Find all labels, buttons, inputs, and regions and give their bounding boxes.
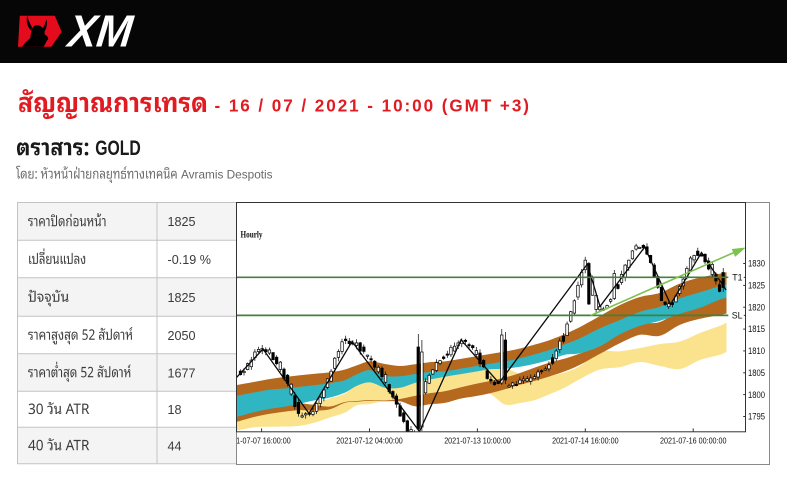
svg-text:1795: 1795	[748, 412, 765, 422]
svg-text:SL: SL	[732, 311, 743, 321]
svg-text:18: 18	[168, 403, 182, 417]
svg-text:2021-07-13 10:00:00: 2021-07-13 10:00:00	[444, 436, 511, 445]
svg-text:1800: 1800	[748, 390, 765, 400]
svg-text:T1: T1	[732, 272, 742, 282]
svg-text:1677: 1677	[168, 366, 196, 380]
svg-text:XM: XM	[63, 7, 137, 57]
svg-text:Hourly: Hourly	[241, 230, 263, 240]
svg-text:2021-07-07 16:00:00: 2021-07-07 16:00:00	[224, 436, 291, 445]
svg-text:1825: 1825	[168, 291, 196, 305]
svg-text:1825: 1825	[748, 281, 765, 291]
svg-text:2021-07-14 16:00:00: 2021-07-14 16:00:00	[552, 436, 619, 445]
svg-text:GOLD: GOLD	[95, 137, 141, 160]
svg-text:2050: 2050	[168, 329, 196, 343]
svg-text:1805: 1805	[748, 368, 765, 378]
svg-text:1815: 1815	[748, 324, 765, 334]
svg-text:1830: 1830	[748, 259, 765, 269]
svg-text:-0.19 %: -0.19 %	[168, 253, 211, 267]
svg-text:1810: 1810	[748, 346, 765, 356]
svg-text:- 16 / 07 / 2021 - 10:00 (GMT: - 16 / 07 / 2021 - 10:00 (GMT +3)	[215, 97, 530, 116]
svg-text:2021-07-12 04:00:00: 2021-07-12 04:00:00	[336, 436, 403, 445]
svg-text:1825: 1825	[168, 215, 196, 229]
svg-text:Avramis Despotis: Avramis Despotis	[181, 168, 273, 182]
svg-text:1820: 1820	[748, 302, 765, 312]
svg-text:44: 44	[168, 439, 182, 453]
svg-text:2021-07-16 00:00:00: 2021-07-16 00:00:00	[660, 436, 727, 445]
